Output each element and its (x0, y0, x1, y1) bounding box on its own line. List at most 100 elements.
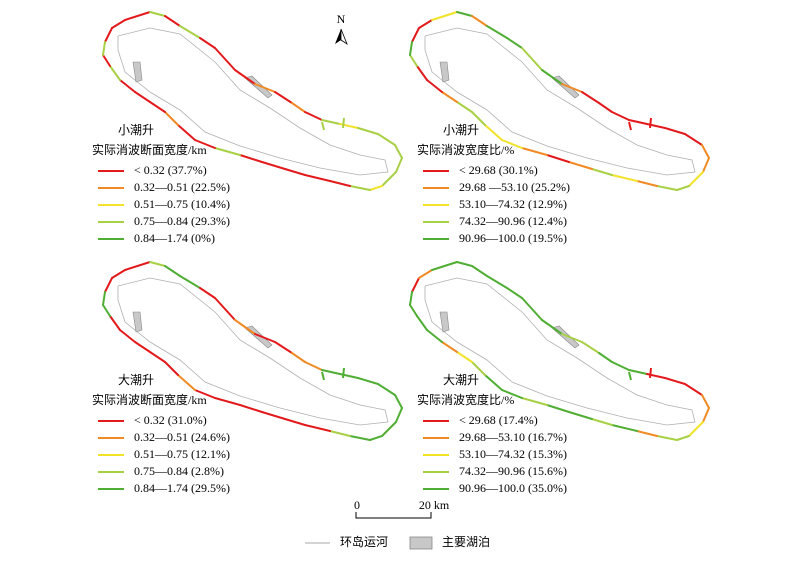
shore-segment (304, 424, 331, 432)
shore-segment (598, 102, 613, 113)
shore-segment (304, 174, 331, 182)
legend-label: 0.51—0.75 (10.4%) (134, 197, 230, 211)
shore-segment (357, 127, 379, 135)
shore-segment (581, 91, 600, 104)
panel-subtitle: 实际消波断面宽度/km (92, 142, 207, 157)
shore-segment (426, 329, 443, 343)
shore-segment (471, 111, 486, 126)
shore-segment (119, 79, 136, 93)
shore-segment (611, 424, 638, 432)
legend-label: 29.68—53.10 (16.7%) (459, 430, 567, 444)
panel-title: 大潮升 (118, 372, 154, 387)
shore-segment (111, 19, 126, 29)
shore-segment (702, 157, 710, 173)
shore-segment (441, 341, 458, 353)
shore-segment (377, 133, 396, 146)
shore-segment (349, 435, 371, 441)
shore-segment (395, 157, 403, 173)
shore-segment (357, 377, 379, 385)
lake (132, 311, 143, 333)
shore-segment (456, 261, 473, 267)
shore-segment (234, 69, 256, 85)
shore-segment (702, 407, 710, 423)
canal (424, 27, 696, 176)
shore-segment (239, 404, 263, 413)
shore-segment (102, 41, 106, 56)
shore-segment (284, 418, 306, 426)
panel-title: 小潮升 (443, 122, 479, 137)
scale-start: 0 (354, 498, 360, 512)
shore-segment (628, 119, 648, 125)
shore-segment (214, 297, 236, 321)
shore-segment (568, 411, 593, 420)
shore-segment (426, 79, 443, 93)
shore-segment (501, 389, 523, 399)
shore-segment (409, 304, 418, 317)
scale-bar: 0 20 km (354, 498, 450, 519)
shore-segment (431, 261, 458, 271)
shore-segment (611, 174, 638, 182)
shore-segment (431, 11, 458, 21)
panel-subtitle: 实际消波宽度比/% (417, 392, 514, 407)
legend-label: 53.10—74.32 (12.9%) (459, 197, 567, 211)
shore-segment (194, 389, 216, 399)
shore-segment (561, 83, 583, 93)
north-arrow-right (340, 28, 348, 46)
shore-segment (521, 297, 543, 321)
shore-segment (521, 397, 548, 406)
dam (321, 121, 325, 131)
legend-label: < 0.32 (31.0%) (134, 413, 207, 427)
shore-segment (506, 37, 523, 49)
shore-segment (676, 185, 690, 191)
shore-segment (561, 333, 583, 343)
shore-segment (664, 127, 686, 135)
shore-segment (377, 383, 396, 396)
shore-segment (636, 180, 658, 187)
legend-label: 0.32—0.51 (24.6%) (134, 430, 230, 444)
shore-segment (134, 341, 151, 353)
shore-segment (177, 374, 196, 391)
shore-segment (199, 287, 216, 299)
shore-segment (456, 351, 473, 363)
shore-segment (124, 261, 151, 271)
shore-segment (119, 329, 136, 343)
shore-segment (411, 277, 420, 293)
shore-segment (581, 341, 600, 354)
legend-label: 0.32—0.51 (22.5%) (134, 180, 230, 194)
north-arrow-left (335, 29, 341, 44)
shore-segment (541, 319, 563, 335)
dam (628, 371, 632, 381)
dam (321, 371, 325, 381)
shore-segment (416, 65, 428, 81)
lake (132, 61, 143, 83)
legend-label: < 0.32 (37.7%) (134, 163, 207, 177)
legend-label: 0.75—0.84 (29.3%) (134, 214, 230, 228)
lake-symbol (409, 536, 433, 550)
shore-segment (304, 111, 323, 121)
dam (342, 117, 345, 129)
dam (649, 117, 652, 129)
shore-segment (456, 101, 473, 113)
shore-segment (394, 144, 403, 159)
shore-segment (656, 435, 678, 441)
shore-segment (102, 54, 111, 67)
shore-segment (109, 315, 121, 331)
shore-segment (254, 333, 276, 343)
shore-segment (134, 91, 151, 103)
legend-label: 0.75—0.84 (2.8%) (134, 464, 224, 478)
shore-segment (395, 407, 403, 423)
legend-label: 0.84—1.74 (0%) (134, 231, 215, 245)
shore-segment (484, 374, 503, 391)
legend-label: 29.68 —53.10 (25.2%) (459, 180, 570, 194)
panel-subtitle: 实际消波宽度比/% (417, 142, 514, 157)
shore-segment (701, 394, 710, 409)
legend-label: 0.51—0.75 (12.1%) (134, 447, 230, 461)
shore-segment (234, 319, 256, 335)
legend-label: < 29.68 (17.4%) (459, 413, 538, 427)
shore-segment (349, 185, 371, 191)
shore-segment (409, 54, 418, 67)
